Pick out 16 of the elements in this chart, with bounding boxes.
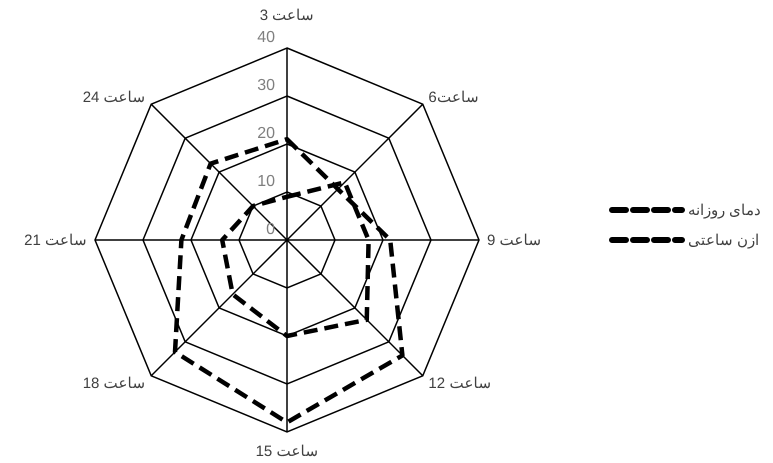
spoke-label: ساعت 18	[82, 374, 146, 392]
y-tick-label: 40	[257, 29, 276, 46]
spoke-label: ساعت 12	[428, 374, 492, 392]
spoke-label: ساعت 3	[260, 7, 314, 24]
spoke-label: ساعت6	[428, 89, 479, 106]
spoke-label: ساعت 21	[24, 232, 87, 249]
spoke-label: ساعت 15	[256, 443, 318, 460]
y-tick-label: 30	[257, 77, 276, 94]
spoke-label: ساعت 24	[82, 89, 146, 106]
y-tick-label: 10	[257, 173, 276, 190]
y-tick-label: 20	[257, 125, 276, 142]
legend-label: ازن ساعتی	[688, 232, 760, 249]
legend-item: ازن ساعتی	[609, 232, 760, 249]
legend-label: دمای روزانه	[688, 202, 762, 219]
legend-item: دمای روزانه	[609, 202, 762, 219]
spoke-label: ساعت 9	[487, 232, 542, 249]
